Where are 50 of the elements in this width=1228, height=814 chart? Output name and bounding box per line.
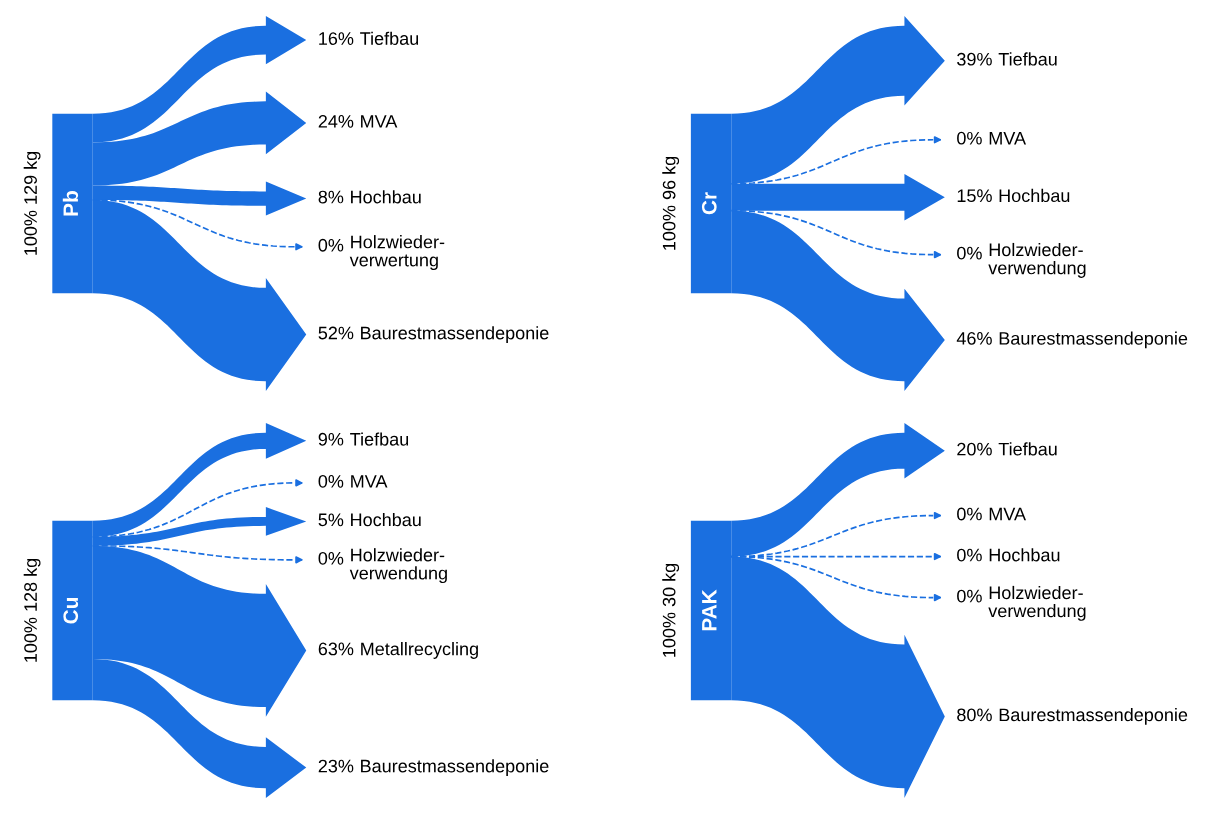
data-label: 23% (318, 759, 354, 773)
category-label: Tiefbau (350, 432, 409, 446)
data-label: 5% (318, 513, 344, 527)
category-label: Tiefbau (360, 31, 419, 45)
category-label: Hochbau (989, 548, 1060, 562)
data-label: 52% (318, 326, 354, 340)
text: Pb (62, 191, 79, 216)
category-label: MVA (989, 507, 1027, 521)
category-label: MVA (361, 115, 398, 128)
data-label: 0% (318, 238, 344, 252)
data-label: 0% (957, 589, 982, 603)
category-label: Hochbau (999, 188, 1070, 203)
data-label: 24% (318, 114, 354, 128)
category-label: MVA (989, 132, 1027, 145)
data-label: 0% (957, 507, 982, 521)
data-label: 0% (318, 474, 344, 488)
category-label: Baurestmassendeponie (999, 707, 1188, 725)
text: 100% 30 kg (662, 563, 680, 657)
text: Cr (701, 192, 717, 215)
category-label: Holzwieder- verwertung (349, 235, 445, 271)
category-label: Tiefbau (998, 442, 1057, 456)
text: PAK (702, 589, 717, 631)
text: 100% 128 kg (23, 558, 41, 662)
category-label: Holzwieder- verwendung (349, 548, 447, 584)
data-label: 9% (318, 432, 344, 446)
data-label: 20% (957, 442, 992, 456)
data-label: 0% (957, 548, 982, 562)
text: 100% 96 kg (662, 156, 680, 250)
data-label: 15% (957, 189, 992, 203)
category-label: Hochbau (351, 512, 421, 527)
data-label: 0% (957, 246, 982, 260)
category-label: Metallrecycling (361, 642, 478, 659)
data-label: 0% (318, 551, 344, 565)
data-label: 0% (957, 131, 982, 145)
data-label: 46% (956, 332, 992, 345)
data-label: 80% (957, 708, 992, 722)
category-label: Tiefbau (998, 52, 1057, 66)
category-label: Holzwieder- verwendung (988, 585, 1086, 621)
data-label: 63% (318, 642, 354, 656)
data-label: 39% (957, 52, 992, 66)
data-label: 16% (319, 32, 354, 45)
category-label: Baurestmassendeponie (361, 759, 549, 777)
category-label: Baurestmassendeponie (361, 326, 549, 343)
text: Cu (63, 597, 79, 624)
category-label: Baurestmassendeponie (999, 331, 1188, 349)
text: 100% 129 kg (23, 151, 41, 255)
category-label: MVA (351, 475, 388, 488)
category-label: Holzwieder- verwendung (988, 242, 1086, 278)
category-label: Hochbau (351, 190, 421, 204)
data-label: 8% (318, 190, 344, 204)
